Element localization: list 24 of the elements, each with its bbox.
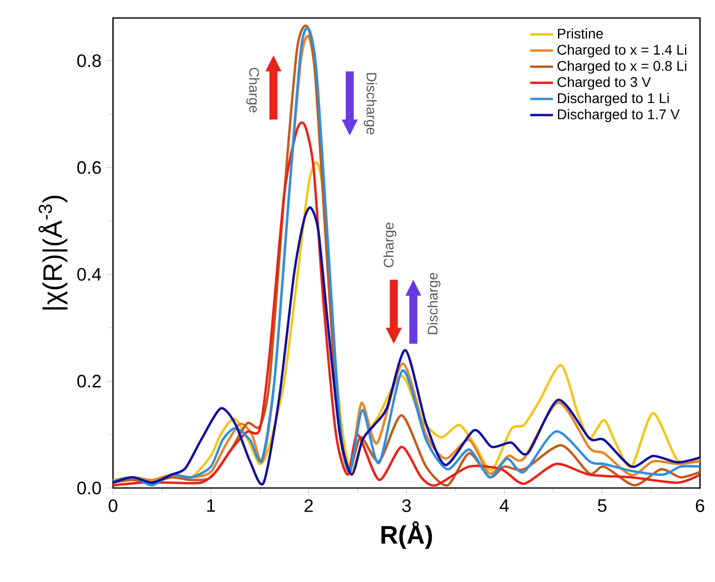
x-axis-title: R(Å) [381,521,432,549]
legend-label: Charged to x = 0.8 Li [558,60,686,74]
annotation: Discharge [364,73,377,134]
x-tick-label: 5 [598,499,606,512]
y-tick-label: 0.8 [77,54,101,68]
y-tick-label: 0.0 [77,482,101,494]
annotation: Discharge [427,272,440,334]
x-tick-label: 1 [207,499,215,512]
legend-label: Charged to x = 1.4 Li [558,44,686,58]
x-tick-label: 2 [304,499,313,512]
legend-label: Discharged to 1.7 V [558,109,680,122]
x-tick-label: 0 [108,499,118,512]
annotation: Charge [383,222,396,268]
y-axis-title: |χ(R)|(Å$^{-3}$) [38,196,68,310]
y-tick-label: 0.4 [77,268,102,281]
legend-label: Charged to 3 V [558,76,651,90]
x-tick-label: 3 [402,499,411,512]
y-tick-label: 0.2 [77,374,101,388]
x-tick-label: 6 [696,499,704,512]
legend-label: Discharged to 1 Li [558,92,669,106]
legend-label: Pristine [558,28,603,39]
x-tick-label: 4 [500,499,509,512]
y-tick-label: 0.6 [77,161,101,174]
annotation: Charge [246,68,260,112]
